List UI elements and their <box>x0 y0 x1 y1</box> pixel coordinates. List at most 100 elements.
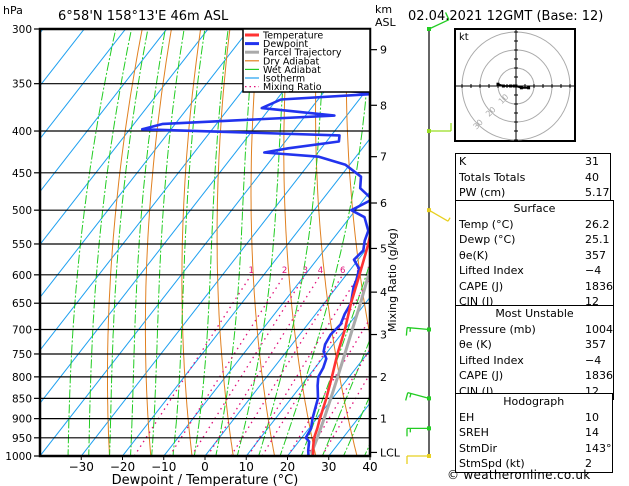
copyright-footer[interactable]: © weatheronline.co.uk <box>447 468 591 482</box>
mixing-ratio-line <box>321 372 370 456</box>
km-label: km <box>375 3 392 16</box>
wind-barb <box>427 208 451 222</box>
mixing-ratio-line <box>230 274 344 456</box>
wet-adiabat-line <box>130 29 166 456</box>
mixing-ratio-label: 2 <box>282 266 287 276</box>
isotherm-line <box>40 29 127 140</box>
mixing-ratio-line <box>287 317 370 456</box>
wet-adiabat-line <box>321 338 370 456</box>
hodograph-unit-label: kt <box>459 32 469 43</box>
hodograph-point <box>519 86 523 90</box>
hpa-label: hPa <box>3 4 23 17</box>
pressure-tick-label: 650 <box>12 298 32 310</box>
most-unstable-table: Most Unstable Pressure (mb) 1004 θe (K) 35… <box>455 305 614 400</box>
hodograph-point <box>509 84 513 88</box>
mixing-ratio-line <box>247 274 360 456</box>
isotherm-line <box>40 29 85 87</box>
pressure-tick-label: 550 <box>12 239 32 251</box>
pressure-tick-label: 900 <box>12 414 32 426</box>
temperature-tick-label: −30 <box>69 460 94 474</box>
pressure-tick-label: 750 <box>12 349 32 361</box>
temperature-tick-label: −20 <box>110 460 135 474</box>
wind-barb-flag <box>447 217 451 222</box>
hodograph-title: Hodograph <box>503 395 565 408</box>
dry-adiabat-line <box>216 29 234 456</box>
km-tick-label: 9 <box>380 44 387 57</box>
pressure-tick-label: 800 <box>12 372 32 384</box>
pressure-tick-label: 700 <box>12 325 32 337</box>
temperature-tick-label: 10 <box>239 460 254 474</box>
legend-label: Wet Adiabat <box>263 65 321 76</box>
wind-barb-flag <box>405 392 409 401</box>
surface-row: θe(K) 357 <box>459 248 606 262</box>
pressure-tick-label: 300 <box>12 24 32 36</box>
most-unstable-row: CAPE (J) 1836 <box>459 369 613 382</box>
wind-barb-flag <box>405 327 408 336</box>
temperature-line <box>311 229 370 456</box>
index-row-totals: Totals Totals 40 <box>459 170 599 184</box>
most-unstable-row: Lifted Index −4 <box>459 353 602 367</box>
wind-barb <box>405 392 431 401</box>
km-tick-label: 2 <box>380 371 387 384</box>
axes: 3003504004505005506006507007508008509009… <box>5 24 401 474</box>
mixing-ratio-label: 4 <box>318 266 323 276</box>
wind-barb-flag <box>409 393 412 398</box>
temperature-tick-label: 40 <box>362 460 377 474</box>
mixing-ratio-line <box>306 347 370 456</box>
dewpoint-line <box>140 29 370 456</box>
km-tick-label: 4 <box>380 286 387 299</box>
isotherm-line <box>204 243 370 456</box>
wind-barb-staff <box>428 19 450 30</box>
pressure-tick-label: 950 <box>12 433 32 445</box>
wet-adiabat-line <box>193 29 229 456</box>
legend-label: Parcel Trajectory <box>263 48 342 59</box>
temperature-tick-label: 30 <box>321 460 336 474</box>
pressure-tick-label: 400 <box>12 126 32 138</box>
surface-row: CAPE (J) 1836 <box>459 279 613 293</box>
parcel-trajectory-line <box>310 263 370 456</box>
hodograph-row: StmSpd (kt) 2 <box>459 457 592 470</box>
pressure-tick-label: 450 <box>12 168 32 180</box>
hodograph-table: Hodograph EH 10 SREH 14 StmDir 143° StmSpd … <box>455 393 613 473</box>
wet-adiabat-line <box>151 29 185 456</box>
pressure-tick-label: 500 <box>12 205 32 217</box>
isotherm-line <box>40 29 168 193</box>
legend-label: Isotherm <box>263 74 305 85</box>
wind-barb <box>427 12 450 31</box>
surface-row: CIN (J) 12 <box>459 295 599 308</box>
most-unstable-row: Pressure (mb) 1004 <box>459 322 613 336</box>
km-tick-label: 1 <box>380 413 387 426</box>
hodograph-point <box>514 84 518 88</box>
asl-label: ASL <box>375 16 397 29</box>
legend-box <box>242 28 371 93</box>
surface-row: Lifted Index −4 <box>459 264 602 277</box>
wind-barb <box>406 454 431 464</box>
hodograph-point <box>496 82 500 86</box>
hodograph-row: EH 10 <box>459 410 599 424</box>
isotherm-line <box>245 296 370 456</box>
wet-adiabat-line <box>172 29 206 456</box>
temperature-tick-label: −10 <box>151 460 176 474</box>
mixing-ratio-label: 3 <box>303 266 308 276</box>
most-unstable-title: Most Unstable <box>495 307 574 320</box>
wet-adiabat-line <box>342 394 370 456</box>
wet-adiabat-line <box>88 29 133 456</box>
pressure-tick-label: 850 <box>12 393 32 405</box>
isotherm-line <box>40 29 209 246</box>
isotherm-line <box>163 190 370 456</box>
most-unstable-row: θe (K) 357 <box>459 338 606 351</box>
hodograph-row: SREH 14 <box>459 426 599 439</box>
wind-barb <box>406 426 431 437</box>
mixing-ratio-line <box>206 274 322 456</box>
mixing-ratio-line <box>190 274 306 456</box>
mixing-ratio-label: 20 <box>409 266 420 276</box>
hodograph-point <box>501 84 505 88</box>
pressure-tick-label: 1000 <box>5 451 32 463</box>
index-row-k: K 31 <box>459 155 599 168</box>
wind-profile <box>405 12 452 464</box>
pressure-tick-label: 350 <box>12 79 32 91</box>
sounding-series <box>140 29 370 456</box>
index-row-pw: PW (cm) 5.17 <box>459 186 610 199</box>
